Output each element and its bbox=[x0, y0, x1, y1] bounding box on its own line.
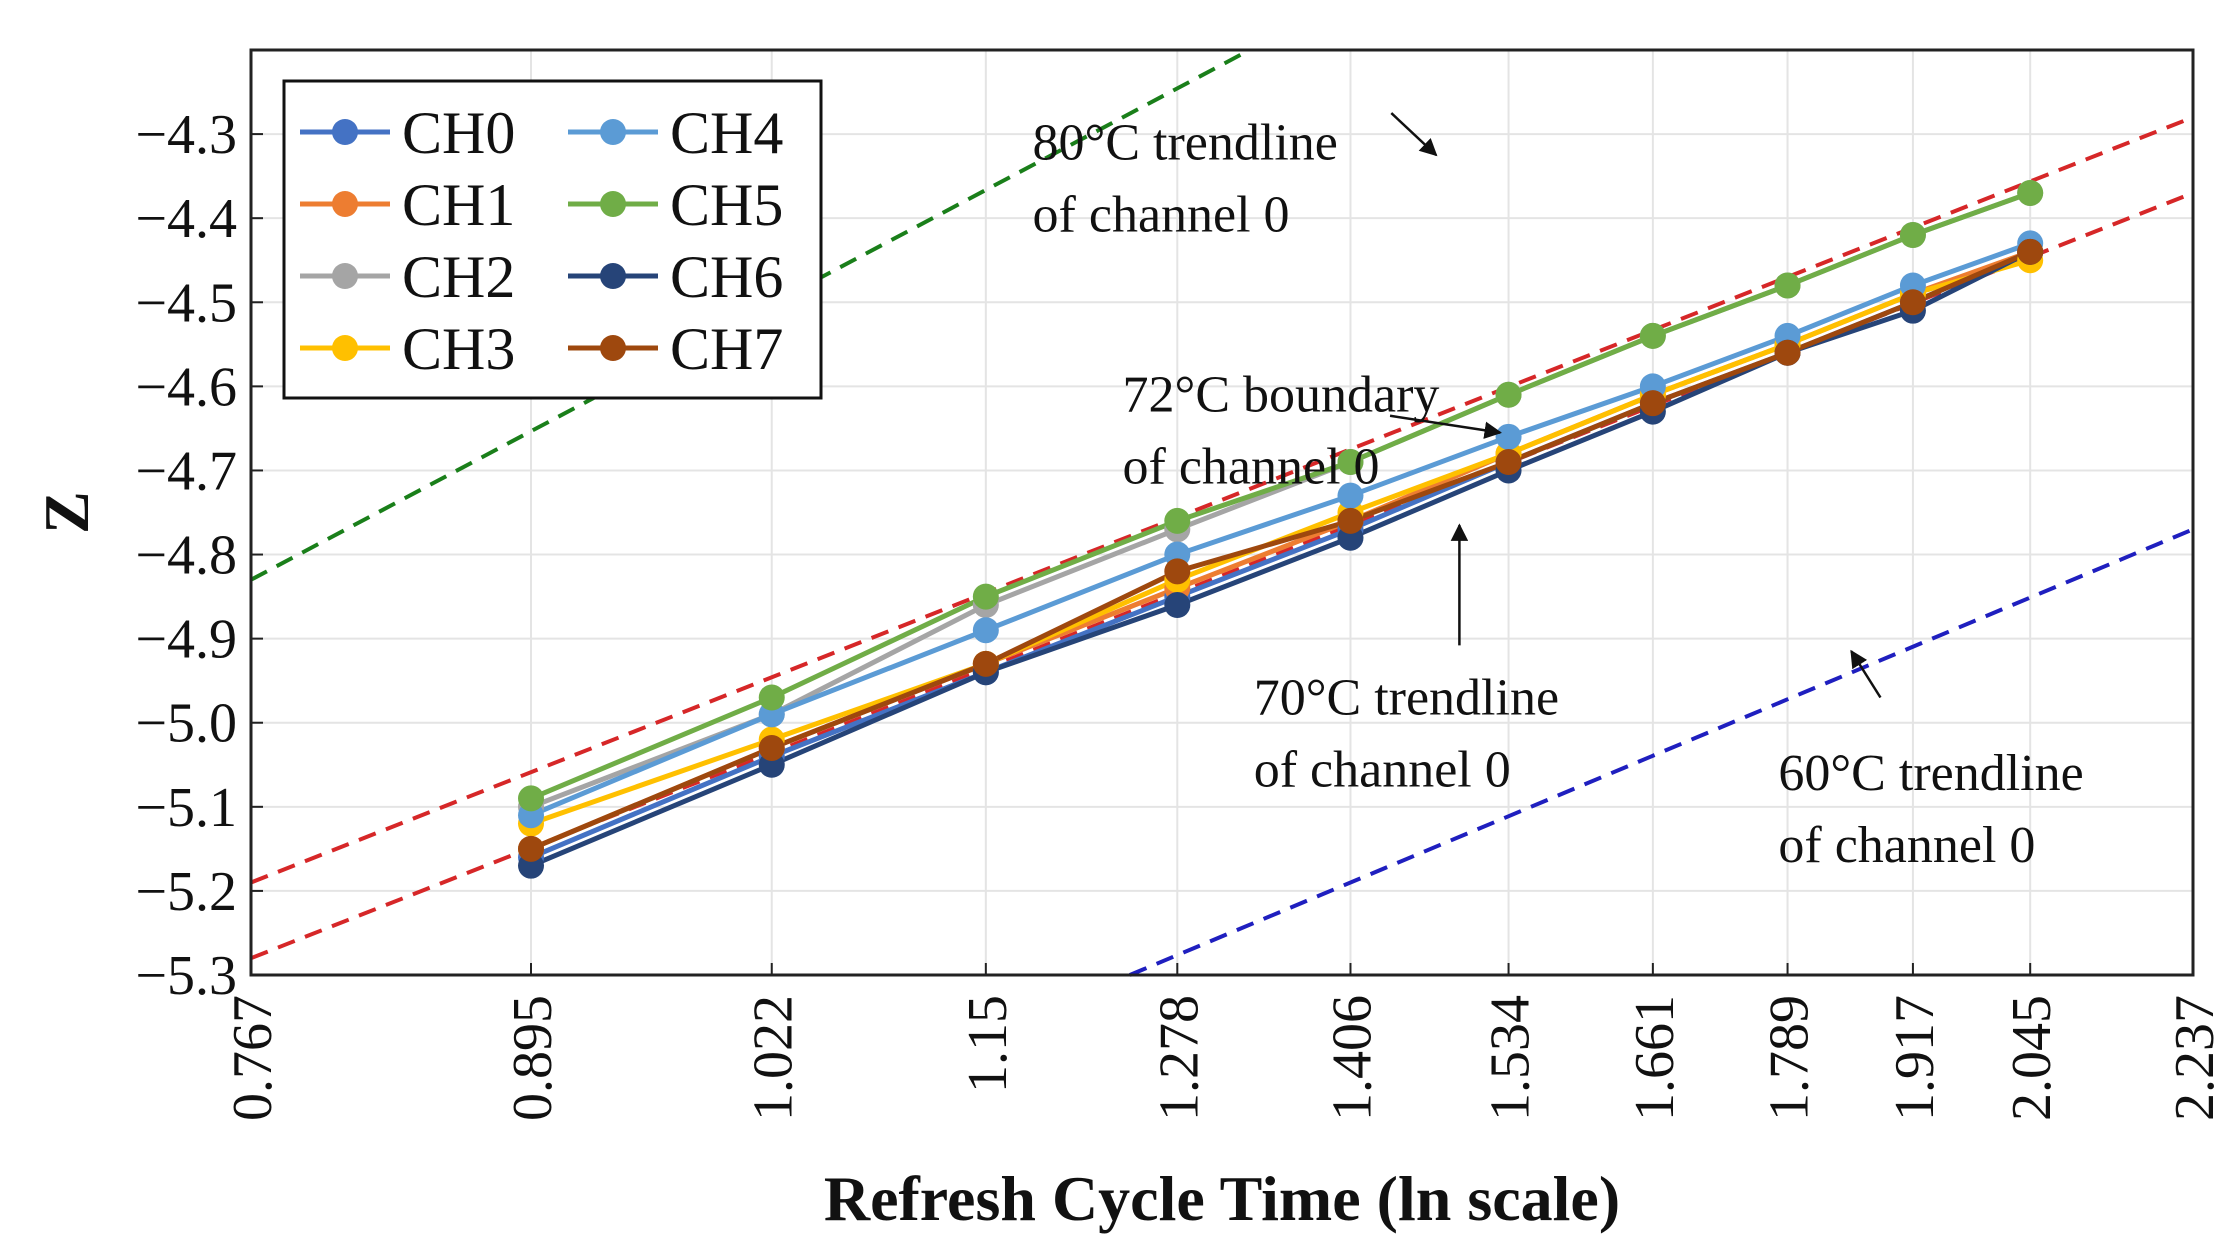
x-tick-label: 0.767 bbox=[222, 995, 284, 1121]
annotation-text: of channel 0 bbox=[1033, 186, 1290, 243]
y-tick-label: −5.0 bbox=[135, 693, 237, 755]
data-point-ch7 bbox=[1639, 390, 1666, 417]
y-tick-label: −4.5 bbox=[135, 272, 237, 334]
annotation-text: 70°C trendline bbox=[1254, 669, 1559, 726]
legend-label: CH0 bbox=[402, 100, 515, 166]
data-point-ch5 bbox=[518, 785, 545, 812]
plot-frame bbox=[249, 48, 2195, 977]
series-line-ch4 bbox=[530, 241, 2032, 818]
legend-swatch-marker bbox=[332, 191, 358, 217]
data-point-ch7 bbox=[2017, 238, 2044, 265]
annotation-text: of channel 0 bbox=[1123, 439, 1380, 496]
y-tick-label: −5.3 bbox=[135, 945, 237, 1007]
legend-swatch-marker bbox=[332, 119, 358, 145]
y-tick-label: −4.9 bbox=[135, 609, 237, 671]
series-line-ch7 bbox=[530, 249, 2032, 852]
x-tick-label: 1.661 bbox=[1624, 995, 1686, 1121]
y-axis-title: Z bbox=[31, 491, 102, 534]
x-tick-label: 2.237 bbox=[2164, 995, 2220, 1121]
legend-label: CH2 bbox=[402, 244, 515, 310]
legend-swatch-marker bbox=[600, 191, 626, 217]
data-point-ch4 bbox=[1495, 423, 1522, 450]
legend-swatch-marker bbox=[332, 263, 358, 289]
x-tick-label: 1.15 bbox=[957, 995, 1019, 1093]
legend-label: CH7 bbox=[670, 316, 783, 382]
legend-swatch-marker bbox=[332, 335, 358, 361]
y-tick-label: −4.3 bbox=[135, 104, 237, 166]
y-tick-label: −5.1 bbox=[135, 777, 237, 839]
x-tick-label: 0.895 bbox=[502, 995, 564, 1121]
annotation-text: 60°C trendline bbox=[1778, 745, 2083, 802]
y-tick-label: −4.4 bbox=[135, 188, 237, 250]
annotation-arrow bbox=[1389, 414, 1502, 439]
data-point-ch5 bbox=[972, 583, 999, 610]
data-point-ch5 bbox=[1899, 222, 1926, 248]
data-point-ch7 bbox=[1337, 507, 1364, 534]
legend-label: CH4 bbox=[670, 100, 783, 166]
data-point-ch5 bbox=[1164, 507, 1191, 534]
x-tick-label: 1.406 bbox=[1321, 995, 1383, 1121]
legend-label: CH3 bbox=[402, 316, 515, 382]
legend-swatch-marker bbox=[600, 335, 626, 361]
x-tick-label: 1.022 bbox=[743, 995, 805, 1121]
annotation-text: 72°C boundary bbox=[1123, 367, 1440, 424]
data-point-ch7 bbox=[518, 835, 545, 862]
legend-label: CH6 bbox=[670, 244, 783, 310]
data-series bbox=[518, 179, 2044, 879]
annotation-arrow bbox=[1390, 112, 1438, 157]
data-point-ch5 bbox=[1495, 381, 1522, 408]
series-line-ch6 bbox=[530, 249, 2032, 868]
y-tick-label: −4.8 bbox=[135, 525, 237, 587]
x-tick-label: 1.534 bbox=[1480, 995, 1542, 1121]
data-point-ch7 bbox=[1495, 449, 1522, 476]
annotations: 80°C trendline of channel 0 72°C boundary o… bbox=[1033, 112, 2084, 874]
series-line-ch5 bbox=[530, 190, 2032, 801]
legend-swatch-marker bbox=[600, 263, 626, 289]
data-point-ch4 bbox=[1337, 482, 1364, 509]
data-point-ch5 bbox=[1639, 322, 1666, 349]
data-point-ch7 bbox=[972, 650, 999, 677]
trendline bbox=[1129, 527, 2194, 977]
x-tick-label: 1.917 bbox=[1884, 995, 1946, 1121]
y-tick-label: −4.7 bbox=[135, 440, 237, 502]
data-point-ch7 bbox=[1164, 558, 1191, 585]
data-point-ch5 bbox=[1774, 272, 1801, 299]
y-tick-label: −4.6 bbox=[135, 356, 237, 418]
annotation-text: of channel 0 bbox=[1254, 741, 1511, 798]
legend-swatch-marker bbox=[600, 119, 626, 145]
series-line-ch3 bbox=[530, 257, 2031, 826]
data-point-ch5 bbox=[758, 684, 785, 711]
annotation-text: of channel 0 bbox=[1778, 817, 2035, 874]
x-axis-ticks: 0.767 0.895 1.022 1.15 1.278 1.406 1.534 1.661 1… bbox=[222, 963, 2220, 1121]
y-axis-ticks: −4.3 −4.4 −4.5 −4.6 −4.7 −4.8 −4.9 −5.0 −5.1 −5.2… bbox=[135, 104, 263, 1007]
y-tick-label: −5.2 bbox=[135, 861, 237, 923]
data-point-ch5 bbox=[2017, 179, 2044, 206]
x-tick-label: 1.278 bbox=[1148, 995, 1210, 1121]
data-point-ch7 bbox=[758, 734, 785, 761]
data-point-ch6 bbox=[1164, 592, 1191, 618]
data-point-ch7 bbox=[1899, 289, 1926, 316]
x-tick-label: 1.789 bbox=[1759, 995, 1821, 1121]
data-point-ch5 bbox=[1337, 449, 1364, 476]
annotation-arrow bbox=[1850, 649, 1882, 699]
data-point-ch4 bbox=[972, 617, 999, 644]
legend-label: CH1 bbox=[402, 172, 515, 238]
annotation-text: 80°C trendline bbox=[1033, 114, 1338, 171]
legend-label: CH5 bbox=[670, 172, 783, 238]
x-tick-label: 2.045 bbox=[2001, 995, 2063, 1121]
data-point-ch7 bbox=[1774, 339, 1801, 366]
x-axis-title: Refresh Cycle Time (ln scale) bbox=[824, 1163, 1620, 1234]
